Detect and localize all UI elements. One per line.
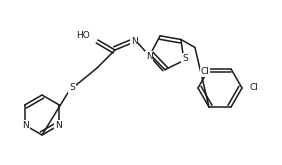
Text: HO: HO — [76, 32, 90, 40]
Text: S: S — [69, 83, 75, 93]
Text: Cl: Cl — [250, 83, 259, 93]
Text: N: N — [22, 120, 29, 130]
Text: N: N — [131, 37, 137, 47]
Text: N: N — [146, 52, 153, 61]
Text: Cl: Cl — [201, 67, 210, 76]
Text: S: S — [182, 54, 188, 63]
Text: N: N — [55, 120, 62, 130]
